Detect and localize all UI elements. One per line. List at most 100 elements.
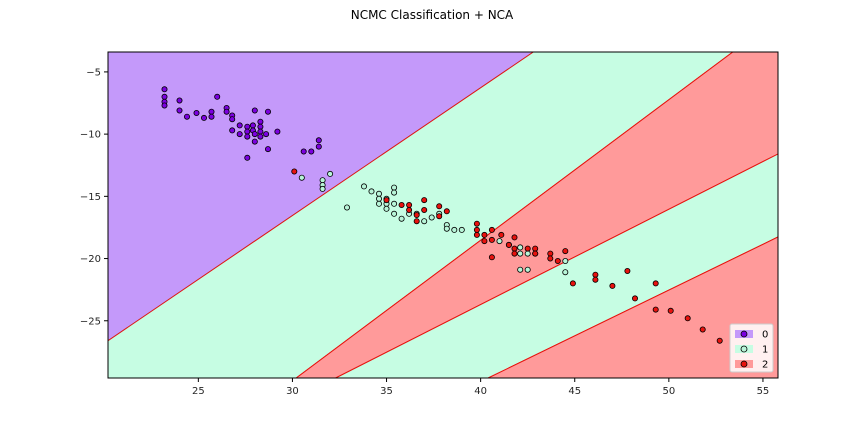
point-class-2 — [652, 306, 659, 313]
legend-marker-2 — [740, 360, 748, 368]
y-tick-label: −20 — [80, 254, 101, 265]
point-class-1 — [562, 257, 569, 264]
point-class-1 — [368, 188, 375, 195]
plot-frame — [107, 51, 779, 379]
point-class-0 — [236, 131, 243, 138]
point-class-2 — [436, 203, 443, 210]
point-class-2 — [592, 276, 599, 283]
point-class-1 — [343, 204, 350, 211]
point-class-1 — [391, 200, 398, 207]
point-class-1 — [443, 225, 450, 232]
point-class-0 — [251, 138, 258, 145]
point-class-2 — [291, 168, 298, 175]
point-class-2 — [624, 267, 631, 274]
point-class-2 — [473, 226, 480, 233]
point-class-0 — [249, 122, 256, 129]
point-class-0 — [244, 154, 251, 161]
point-class-2 — [488, 254, 495, 261]
point-class-0 — [274, 128, 281, 135]
point-class-1 — [298, 174, 305, 181]
y-axis: −5 −10 −15 −20 −25 — [80, 67, 108, 327]
point-class-0 — [257, 128, 264, 135]
point-class-2 — [443, 208, 450, 215]
point-class-2 — [716, 337, 723, 344]
point-class-2 — [609, 282, 616, 289]
point-class-0 — [244, 128, 251, 135]
point-class-1 — [562, 269, 569, 276]
point-class-2 — [652, 280, 659, 287]
x-tick-label: 55 — [757, 386, 770, 397]
point-class-2 — [481, 238, 488, 245]
region-class-2 — [487, 52, 778, 378]
point-class-2 — [481, 231, 488, 238]
y-tick-label: −25 — [80, 316, 101, 327]
point-class-2 — [505, 241, 512, 248]
point-class-1 — [421, 218, 428, 225]
point-class-1 — [383, 205, 390, 212]
legend-label-1: 1 — [762, 345, 768, 356]
point-class-2 — [562, 248, 569, 255]
point-class-2 — [592, 271, 599, 278]
point-class-0 — [244, 133, 251, 140]
x-tick-label: 50 — [662, 386, 675, 397]
point-class-0 — [264, 146, 271, 153]
point-class-1 — [517, 244, 524, 251]
y-tick-label: −10 — [80, 130, 101, 141]
point-class-2 — [406, 206, 413, 213]
point-class-1 — [517, 266, 524, 273]
point-class-0 — [208, 113, 215, 120]
region-class-1 — [108, 52, 734, 378]
point-class-0 — [308, 148, 315, 155]
point-class-1 — [375, 200, 382, 207]
point-class-2 — [524, 245, 531, 252]
point-class-2 — [684, 315, 691, 322]
point-class-2 — [547, 250, 554, 257]
scatter-points — [161, 86, 723, 344]
point-class-0 — [176, 97, 183, 104]
point-class-1 — [524, 266, 531, 273]
point-class-0 — [176, 107, 183, 114]
region-class-1 — [335, 153, 778, 378]
point-class-0 — [244, 123, 251, 130]
point-class-1 — [458, 226, 465, 233]
point-class-1 — [428, 214, 435, 221]
x-tick-label: 30 — [286, 386, 299, 397]
point-class-2 — [667, 307, 674, 314]
point-class-1 — [319, 185, 326, 192]
point-class-2 — [413, 218, 420, 225]
point-class-0 — [257, 118, 264, 125]
point-class-1 — [375, 195, 382, 202]
region-class-2 — [295, 52, 778, 378]
point-class-2 — [532, 250, 539, 257]
point-class-2 — [413, 211, 420, 218]
point-class-0 — [251, 107, 258, 114]
x-tick-label: 35 — [380, 386, 393, 397]
point-class-1 — [327, 170, 334, 177]
point-class-2 — [554, 257, 561, 264]
point-class-1 — [319, 177, 326, 184]
point-class-0 — [161, 86, 168, 93]
point-class-0 — [236, 122, 243, 129]
point-class-0 — [161, 93, 168, 100]
point-class-2 — [421, 197, 428, 204]
point-class-0 — [315, 143, 322, 150]
point-class-0 — [200, 114, 207, 121]
point-class-0 — [315, 137, 322, 144]
point-class-2 — [421, 206, 428, 213]
decision-regions — [108, 52, 778, 378]
point-class-0 — [161, 102, 168, 109]
legend-marker-1 — [740, 345, 748, 353]
point-class-2 — [488, 226, 495, 233]
legend-label-0: 0 — [762, 330, 768, 341]
point-class-0 — [257, 133, 264, 140]
point-class-1 — [398, 215, 405, 222]
point-class-2 — [569, 280, 576, 287]
point-class-2 — [473, 231, 480, 238]
point-class-0 — [214, 93, 221, 100]
y-tick-label: −5 — [86, 67, 101, 78]
point-class-1 — [496, 238, 503, 245]
point-class-2 — [406, 201, 413, 208]
point-class-2 — [511, 250, 518, 257]
point-class-0 — [263, 131, 270, 138]
point-class-1 — [375, 190, 382, 197]
